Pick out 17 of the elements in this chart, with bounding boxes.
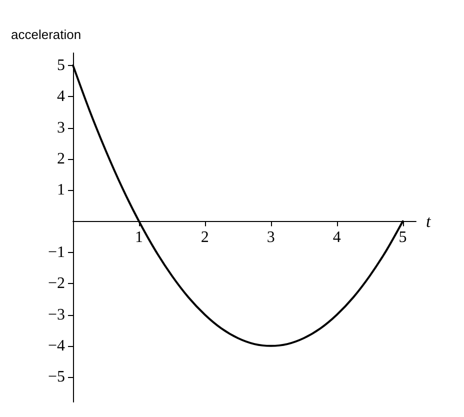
y-tick-label: 3 bbox=[57, 119, 65, 136]
y-tick-label: −4 bbox=[48, 337, 65, 354]
y-tick-label: −1 bbox=[48, 244, 65, 261]
y-axis-title: acceleration bbox=[11, 27, 82, 42]
y-tick-label: 4 bbox=[57, 88, 65, 106]
y-tick-label: 1 bbox=[57, 182, 65, 199]
x-tick-label: 3 bbox=[266, 228, 275, 246]
x-tick-label: 1 bbox=[134, 228, 143, 246]
x-tick-label: 4 bbox=[332, 228, 341, 246]
x-tick-label: 5 bbox=[398, 228, 407, 246]
y-tick-label: 5 bbox=[57, 56, 65, 74]
y-tick-label: −3 bbox=[48, 306, 65, 324]
x-tick-label: 2 bbox=[200, 228, 209, 246]
y-tick-label: −2 bbox=[48, 275, 65, 292]
y-tick-label: 2 bbox=[57, 150, 65, 168]
x-axis-title: t bbox=[426, 212, 432, 231]
y-tick-label: −5 bbox=[48, 368, 65, 386]
